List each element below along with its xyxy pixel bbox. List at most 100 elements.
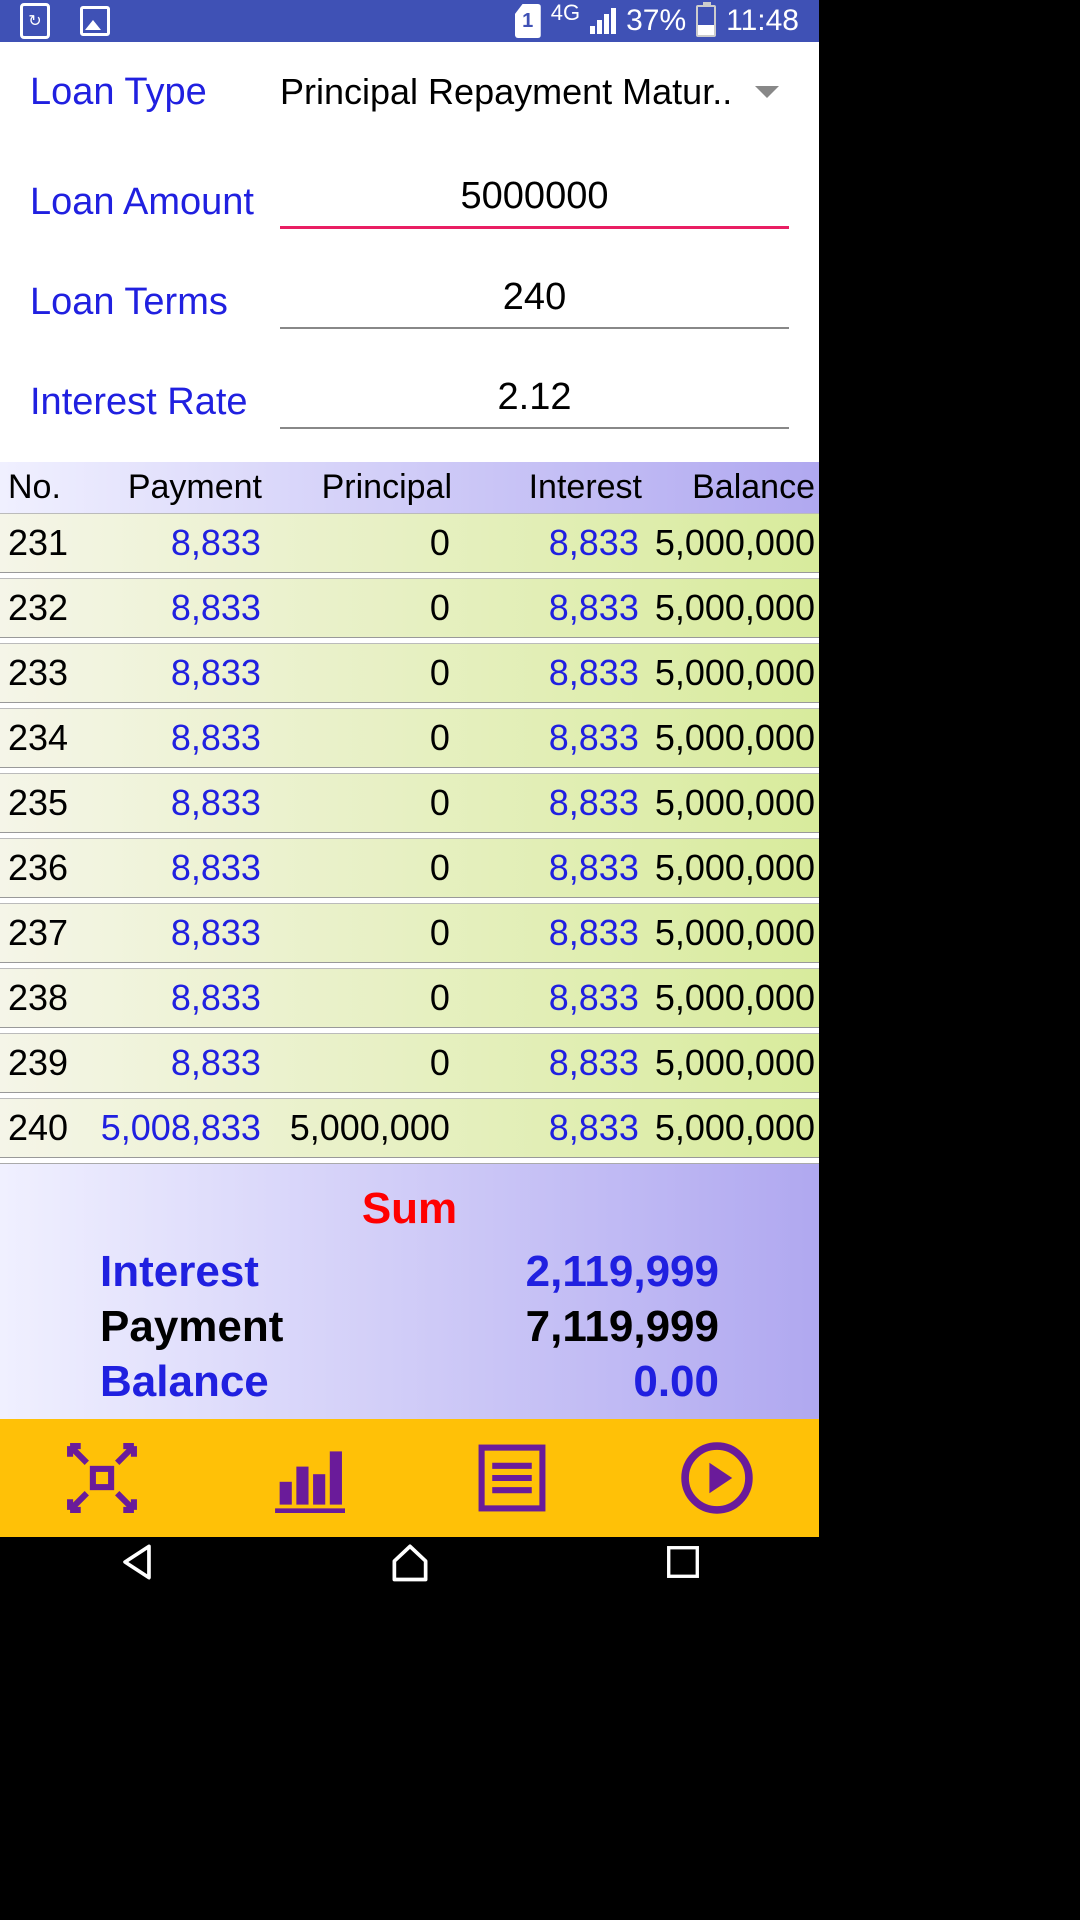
cell-no: 233 xyxy=(0,650,70,696)
cell-payment: 8,833 xyxy=(70,585,269,631)
header-no: No. xyxy=(0,466,70,509)
cell-balance: 5,000,000 xyxy=(647,845,819,891)
play-icon xyxy=(679,1440,755,1516)
loan-type-select[interactable]: Principal Repayment Matur.. xyxy=(280,71,789,113)
cell-balance: 5,000,000 xyxy=(647,520,819,566)
sum-interest-value: 2,119,999 xyxy=(526,1244,719,1299)
home-icon xyxy=(387,1539,433,1585)
sum-balance-label: Balance xyxy=(100,1354,269,1409)
fullscreen-button[interactable] xyxy=(62,1438,142,1518)
interest-rate-input[interactable] xyxy=(280,376,789,429)
table-row: 2378,83308,8335,000,000 xyxy=(0,903,819,963)
loan-amount-input[interactable] xyxy=(280,175,789,229)
header-principal: Principal xyxy=(270,466,460,509)
interest-rate-label: Interest Rate xyxy=(30,381,280,424)
cell-principal: 0 xyxy=(269,715,458,761)
cell-no: 231 xyxy=(0,520,70,566)
header-interest: Interest xyxy=(460,466,650,509)
android-status-bar: ↻ 1 4G 37% 11:48 xyxy=(0,0,819,42)
cell-payment: 8,833 xyxy=(70,780,269,826)
header-payment: Payment xyxy=(70,466,270,509)
table-row: 2398,83308,8335,000,000 xyxy=(0,1033,819,1093)
refresh-notification-icon: ↻ xyxy=(20,3,50,39)
fullscreen-icon xyxy=(64,1440,140,1516)
home-button[interactable] xyxy=(385,1537,435,1587)
cell-principal: 0 xyxy=(269,780,458,826)
cell-principal: 0 xyxy=(269,845,458,891)
cell-balance: 5,000,000 xyxy=(647,975,819,1021)
loan-terms-input[interactable] xyxy=(280,276,789,329)
table-row: 2348,83308,8335,000,000 xyxy=(0,708,819,768)
cell-no: 232 xyxy=(0,585,70,631)
cell-balance: 5,000,000 xyxy=(647,715,819,761)
cell-balance: 5,000,000 xyxy=(647,910,819,956)
list-icon xyxy=(474,1440,550,1516)
bottom-toolbar xyxy=(0,1419,819,1537)
back-icon xyxy=(114,1539,160,1585)
cell-principal: 0 xyxy=(269,975,458,1021)
cell-interest: 8,833 xyxy=(458,1105,647,1151)
cell-payment: 8,833 xyxy=(70,715,269,761)
cell-no: 237 xyxy=(0,910,70,956)
cell-payment: 8,833 xyxy=(70,845,269,891)
cell-principal: 0 xyxy=(269,520,458,566)
table-row: 2388,83308,8335,000,000 xyxy=(0,968,819,1028)
app-main: Loan Type Principal Repayment Matur.. Lo… xyxy=(0,42,819,1537)
cell-payment: 8,833 xyxy=(70,650,269,696)
loan-type-value: Principal Repayment Matur.. xyxy=(280,71,732,113)
table-row: 2358,83308,8335,000,000 xyxy=(0,773,819,833)
cell-interest: 8,833 xyxy=(458,910,647,956)
cell-no: 238 xyxy=(0,975,70,1021)
sum-payment-value: 7,119,999 xyxy=(526,1299,719,1354)
cell-interest: 8,833 xyxy=(458,780,647,826)
sim-icon: 1 xyxy=(515,4,541,38)
table-body[interactable]: 2318,83308,8335,000,0002328,83308,8335,0… xyxy=(0,513,819,1163)
cell-interest: 8,833 xyxy=(458,845,647,891)
sum-title: Sum xyxy=(100,1184,719,1234)
cell-no: 239 xyxy=(0,1040,70,1086)
cell-no: 235 xyxy=(0,780,70,826)
table-row: 2405,008,8335,000,0008,8335,000,000 xyxy=(0,1098,819,1158)
table-header: No. Payment Principal Interest Balance xyxy=(0,462,819,513)
cell-balance: 5,000,000 xyxy=(647,1105,819,1151)
chart-button[interactable] xyxy=(267,1438,347,1518)
cell-payment: 5,008,833 xyxy=(70,1105,269,1151)
cell-principal: 0 xyxy=(269,650,458,696)
recent-icon xyxy=(662,1541,704,1583)
cell-no: 236 xyxy=(0,845,70,891)
signal-icon xyxy=(590,8,616,34)
amortization-table: No. Payment Principal Interest Balance 2… xyxy=(0,462,819,1419)
sum-payment-label: Payment xyxy=(100,1299,283,1354)
cell-principal: 0 xyxy=(269,910,458,956)
recent-button[interactable] xyxy=(658,1537,708,1587)
cell-principal: 0 xyxy=(269,585,458,631)
cell-interest: 8,833 xyxy=(458,520,647,566)
cell-balance: 5,000,000 xyxy=(647,585,819,631)
cell-balance: 5,000,000 xyxy=(647,780,819,826)
cell-payment: 8,833 xyxy=(70,910,269,956)
cell-no: 240 xyxy=(0,1105,70,1151)
list-button[interactable] xyxy=(472,1438,552,1518)
loan-terms-label: Loan Terms xyxy=(30,281,280,324)
cell-payment: 8,833 xyxy=(70,1040,269,1086)
battery-percent: 37% xyxy=(626,4,686,38)
table-row: 2318,83308,8335,000,000 xyxy=(0,513,819,573)
android-nav-bar xyxy=(0,1537,819,1587)
cell-interest: 8,833 xyxy=(458,1040,647,1086)
table-row: 2368,83308,8335,000,000 xyxy=(0,838,819,898)
bar-chart-icon xyxy=(269,1440,345,1516)
loan-form: Loan Type Principal Repayment Matur.. Lo… xyxy=(0,42,819,462)
loan-amount-label: Loan Amount xyxy=(30,181,280,224)
cell-payment: 8,833 xyxy=(70,975,269,1021)
battery-icon xyxy=(696,5,716,37)
sum-interest-label: Interest xyxy=(100,1244,259,1299)
play-button[interactable] xyxy=(677,1438,757,1518)
cell-interest: 8,833 xyxy=(458,585,647,631)
clock: 11:48 xyxy=(726,4,799,38)
back-button[interactable] xyxy=(112,1537,162,1587)
cell-interest: 8,833 xyxy=(458,715,647,761)
cell-payment: 8,833 xyxy=(70,520,269,566)
picture-notification-icon xyxy=(80,6,110,36)
cell-interest: 8,833 xyxy=(458,975,647,1021)
chevron-down-icon xyxy=(755,86,779,98)
